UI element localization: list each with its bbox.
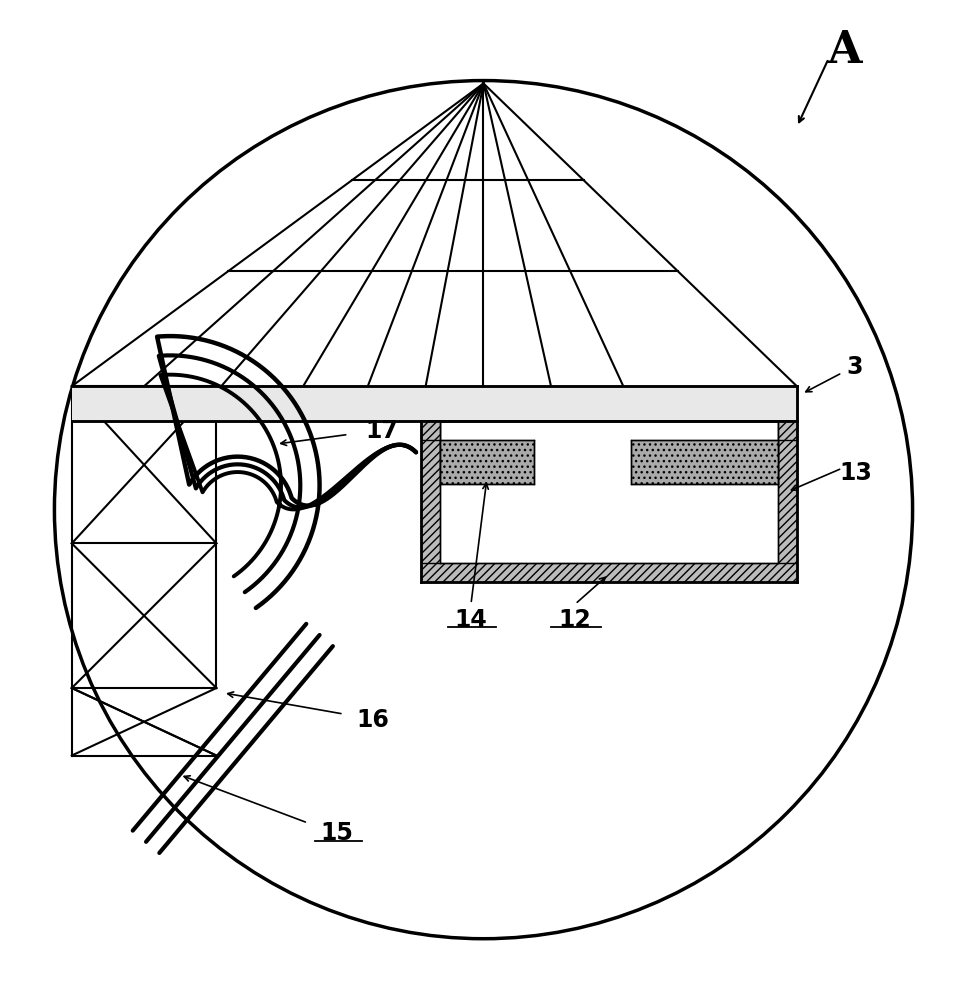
- Bar: [631, 440, 777, 484]
- Bar: [421, 563, 797, 582]
- Text: 12: 12: [559, 608, 592, 632]
- Bar: [777, 421, 797, 440]
- Text: 14: 14: [454, 608, 487, 632]
- Text: 3: 3: [846, 355, 863, 379]
- Text: 15: 15: [320, 821, 353, 845]
- Text: 17: 17: [366, 419, 398, 443]
- Bar: [421, 421, 440, 440]
- Bar: [777, 421, 797, 582]
- Bar: [440, 421, 777, 563]
- Bar: [440, 440, 534, 484]
- Text: A: A: [828, 29, 863, 72]
- Bar: [421, 421, 440, 582]
- Text: 16: 16: [356, 708, 389, 732]
- Bar: [72, 386, 797, 421]
- Text: 13: 13: [839, 461, 872, 485]
